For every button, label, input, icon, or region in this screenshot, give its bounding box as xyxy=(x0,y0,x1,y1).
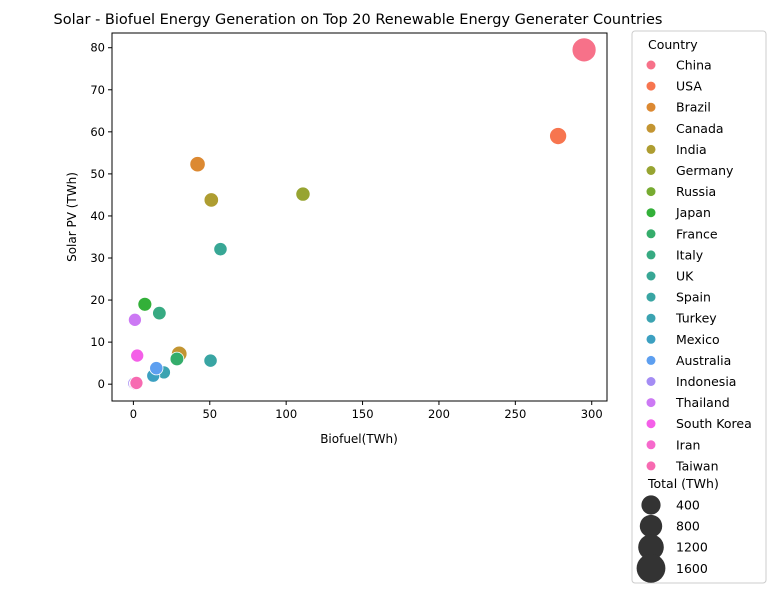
legend-label: France xyxy=(676,226,718,241)
legend-marker xyxy=(646,102,656,112)
point-australia xyxy=(149,361,164,376)
legend-marker xyxy=(646,461,656,471)
point-germany xyxy=(295,186,311,202)
legend-marker xyxy=(646,398,656,408)
legend-marker xyxy=(646,334,656,344)
legend-label: Spain xyxy=(676,290,711,305)
legend-label: Russia xyxy=(676,184,716,199)
legend-marker xyxy=(646,166,656,175)
legend-label: Taiwan xyxy=(675,458,719,473)
point-uk xyxy=(213,242,228,257)
y-tick-label: 40 xyxy=(90,209,105,223)
legend-size-label: 800 xyxy=(676,519,700,534)
y-tick-label: 0 xyxy=(98,377,105,391)
legend-marker xyxy=(646,144,656,154)
point-brazil xyxy=(189,156,206,173)
legend-marker xyxy=(646,60,656,70)
x-tick-label: 300 xyxy=(581,407,603,421)
x-axis-label: Biofuel(TWh) xyxy=(320,432,398,446)
x-tick-label: 200 xyxy=(428,407,450,421)
legend-marker xyxy=(646,187,656,197)
point-south-korea xyxy=(130,348,145,363)
legend-hue-title: Country xyxy=(648,37,698,52)
legend-size-label: 1200 xyxy=(676,540,708,555)
x-tick-label: 150 xyxy=(352,407,374,421)
legend-label: Japan xyxy=(675,205,711,220)
legend-label: Iran xyxy=(676,437,700,452)
legend-size-marker xyxy=(636,553,666,583)
y-tick-label: 60 xyxy=(90,125,105,139)
chart-title: Solar - Biofuel Energy Generation on Top… xyxy=(54,12,663,28)
legend-marker xyxy=(646,355,656,365)
legend-label: Brazil xyxy=(676,100,711,115)
x-tick-label: 50 xyxy=(202,407,217,421)
y-tick-label: 80 xyxy=(90,41,105,55)
legend-frame xyxy=(631,30,767,584)
legend-marker xyxy=(646,313,656,323)
point-thailand xyxy=(127,312,142,327)
legend-marker xyxy=(646,81,656,91)
legend-size-marker xyxy=(639,514,663,538)
point-france xyxy=(169,351,185,367)
legend: Country China USA Brazil Canada India Germany… xyxy=(631,30,767,584)
legend-size-label: 1600 xyxy=(676,561,708,576)
point-india xyxy=(203,192,219,208)
x-axis-ticks: 0 50 100 150 200 250 300 xyxy=(130,401,603,421)
legend-label: Thailand xyxy=(675,395,730,410)
legend-marker xyxy=(646,208,656,218)
legend-label: USA xyxy=(676,79,702,94)
y-tick-label: 30 xyxy=(90,251,105,265)
legend-label: China xyxy=(676,58,712,73)
legend-label: Turkey xyxy=(675,311,717,326)
y-tick-label: 10 xyxy=(90,335,105,349)
legend-label: UK xyxy=(676,269,694,284)
plot-area xyxy=(111,32,608,402)
legend-size-label: 400 xyxy=(676,498,700,513)
legend-marker xyxy=(646,250,656,260)
legend-marker xyxy=(646,229,656,239)
point-china xyxy=(571,37,597,63)
legend-country-entries: China USA Brazil Canada India Germany Russia Ja… xyxy=(646,58,752,473)
point-italy xyxy=(152,305,167,321)
y-axis-ticks: 0 10 20 30 40 50 60 70 80 xyxy=(90,41,112,391)
legend-label: Australia xyxy=(676,353,731,368)
legend-label: India xyxy=(676,142,707,157)
legend-label: Canada xyxy=(676,121,724,136)
legend-marker xyxy=(646,419,656,429)
point-taiwan xyxy=(129,375,144,390)
legend-size-title: Total (TWh) xyxy=(647,476,719,491)
y-tick-label: 20 xyxy=(90,293,105,307)
legend-size-marker xyxy=(638,534,664,560)
point-usa xyxy=(549,127,568,145)
legend-marker xyxy=(646,440,656,450)
legend-label: Italy xyxy=(676,247,704,262)
scatter-points xyxy=(126,37,597,391)
x-tick-label: 100 xyxy=(275,407,297,421)
legend-label: Germany xyxy=(676,163,734,178)
point-spain xyxy=(203,353,218,368)
y-tick-label: 70 xyxy=(90,83,105,97)
legend-size-entries: 400 800 1200 1600 xyxy=(636,495,708,583)
legend-label: Indonesia xyxy=(676,374,736,389)
legend-marker xyxy=(646,271,656,281)
legend-label: Mexico xyxy=(676,332,720,347)
y-tick-label: 50 xyxy=(90,167,105,181)
x-tick-label: 0 xyxy=(130,407,137,421)
legend-size-marker xyxy=(641,495,661,515)
legend-marker xyxy=(646,123,656,133)
legend-label: South Korea xyxy=(676,416,752,431)
legend-marker xyxy=(646,292,656,302)
y-axis-label: Solar PV (TWh) xyxy=(65,172,79,262)
legend-marker xyxy=(646,377,656,386)
point-japan xyxy=(137,296,153,312)
x-tick-label: 250 xyxy=(504,407,526,421)
